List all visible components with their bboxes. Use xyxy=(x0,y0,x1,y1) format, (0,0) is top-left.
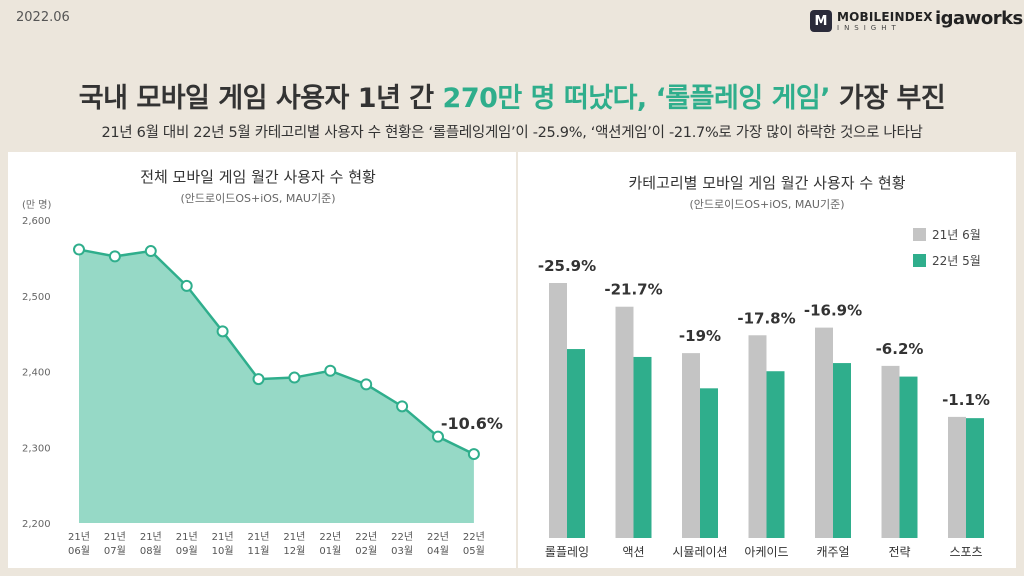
x-tick-label-year: 21년 xyxy=(104,531,126,543)
category-mau-bar-chart: 카테고리별 모바일 게임 월간 사용자 수 현황 (안드로이드OS+iOS, MA… xyxy=(538,174,990,559)
x-tick-label-year: 21년 xyxy=(140,531,162,543)
x-tick-label-year: 22년 xyxy=(463,531,485,543)
x-tick-label-month: 12월 xyxy=(283,545,305,557)
title-part1: 국내 모바일 게임 사용자 1년 간 xyxy=(78,83,443,114)
category-bar xyxy=(881,365,900,538)
x-tick-label-month: 08월 xyxy=(140,545,162,557)
x-tick-label-month: 07월 xyxy=(104,545,126,557)
change-data-label: -19% xyxy=(679,327,721,345)
category-bar xyxy=(748,335,767,538)
change-data-label: -25.9% xyxy=(538,257,596,275)
category-bar xyxy=(549,283,567,538)
y-tick-label: 2,200 xyxy=(22,519,51,530)
report-date: 2022.06 xyxy=(16,10,70,25)
category-bar xyxy=(815,327,833,538)
total-mau-chart-panel: 전체 모바일 게임 월간 사용자 수 현황 (안드로이드OS+iOS, MAU기준… xyxy=(8,152,516,568)
mau-data-point xyxy=(216,325,229,338)
category-tick-label: 스포츠 xyxy=(949,545,982,559)
category-tick-label: 시뮬레이션 xyxy=(672,545,727,559)
mau-data-point xyxy=(288,371,301,384)
mobileindex-logo: M MOBILEINDEX INSIGHT xyxy=(810,10,933,32)
category-bar xyxy=(615,306,634,538)
area-chart-title: 전체 모바일 게임 월간 사용자 수 현황 xyxy=(140,168,376,186)
category-bar xyxy=(966,418,984,538)
x-tick-label-year: 21년 xyxy=(68,531,90,543)
x-tick-label-year: 21년 xyxy=(283,531,305,543)
category-tick-label: 롤플레잉 xyxy=(545,545,589,559)
x-tick-label-year: 21년 xyxy=(212,531,234,543)
x-tick-label-month: 04월 xyxy=(427,545,449,557)
mobileindex-logo-mark: M xyxy=(810,10,832,32)
x-tick-label-year: 21년 xyxy=(248,531,270,543)
bar-chart-title: 카테고리별 모바일 게임 월간 사용자 수 현황 xyxy=(628,174,905,192)
title-highlight: 270만 명 떠났다, ‘롤플레잉 게임’ xyxy=(442,83,831,114)
category-bar xyxy=(567,349,585,538)
x-tick-label-year: 22년 xyxy=(427,531,449,543)
mobileindex-logo-sub: INSIGHT xyxy=(837,23,901,32)
x-tick-label-month: 03월 xyxy=(391,545,413,557)
mau-data-point xyxy=(360,378,373,391)
bar-chart-subtitle: (안드로이드OS+iOS, MAU기준) xyxy=(689,198,844,211)
legend-swatch xyxy=(913,254,926,267)
category-mau-chart-panel: 카테고리별 모바일 게임 월간 사용자 수 현황 (안드로이드OS+iOS, MA… xyxy=(518,152,1016,568)
mau-data-point xyxy=(144,245,157,258)
legend-swatch xyxy=(913,228,926,241)
legend-label: 22년 5월 xyxy=(932,254,981,268)
x-tick-label-month: 05월 xyxy=(463,545,485,557)
x-tick-label-month: 01월 xyxy=(319,545,341,557)
category-tick-label: 캐주얼 xyxy=(816,545,849,559)
mobileindex-logo-text: MOBILEINDEX xyxy=(837,9,933,24)
title-part2: 가장 부진 xyxy=(830,83,946,114)
y-tick-label: 2,300 xyxy=(22,443,51,454)
mau-data-point xyxy=(180,279,193,292)
x-tick-label-year: 22년 xyxy=(391,531,413,543)
total-change-annotation: -10.6% xyxy=(441,414,503,433)
mau-data-point xyxy=(432,430,444,443)
y-tick-label: 2,500 xyxy=(22,292,51,303)
category-bar xyxy=(766,371,785,538)
change-data-label: -16.9% xyxy=(804,302,862,320)
x-tick-label-year: 21년 xyxy=(176,531,198,543)
category-bar xyxy=(633,356,652,538)
x-tick-label-month: 11월 xyxy=(248,545,270,557)
mau-data-point xyxy=(73,243,85,256)
mau-area-fill xyxy=(79,249,474,523)
mau-data-point xyxy=(467,448,480,461)
x-tick-label-month: 06월 xyxy=(68,545,90,557)
total-mau-area-chart: 전체 모바일 게임 월간 사용자 수 현황 (안드로이드OS+iOS, MAU기준… xyxy=(22,168,503,557)
x-tick-label-year: 22년 xyxy=(355,531,377,543)
x-tick-label-year: 22년 xyxy=(319,531,341,543)
change-data-label: -17.8% xyxy=(737,309,795,327)
x-tick-label-month: 02월 xyxy=(355,545,377,557)
x-tick-label-month: 09월 xyxy=(176,545,198,557)
y-tick-label: 2,600 xyxy=(22,216,51,227)
change-data-label: -1.1% xyxy=(942,391,990,409)
mau-data-point xyxy=(324,364,337,377)
category-bar xyxy=(899,376,918,538)
change-data-label: -6.2% xyxy=(876,340,924,358)
y-tick-label: 2,400 xyxy=(22,368,51,379)
category-tick-label: 아케이드 xyxy=(744,545,788,559)
mau-data-point xyxy=(252,373,265,386)
page-subtitle: 21년 6월 대비 22년 5월 카테고리별 사용자 수 현황은 ‘롤플레잉게임… xyxy=(101,125,923,141)
area-chart-subtitle: (안드로이드OS+iOS, MAU기준) xyxy=(180,192,335,205)
mau-data-point xyxy=(108,250,121,263)
mau-data-point xyxy=(396,400,409,413)
igaworks-logo: igaworks xyxy=(935,8,1023,29)
category-bar xyxy=(948,416,966,538)
category-tick-label: 전략 xyxy=(888,545,910,559)
y-axis-unit-label: (만 명) xyxy=(22,199,51,211)
legend-label: 21년 6월 xyxy=(932,228,981,242)
change-data-label: -21.7% xyxy=(604,281,662,299)
page-title: 국내 모바일 게임 사용자 1년 간 270만 명 떠났다, ‘롤플레잉 게임’… xyxy=(0,76,1024,115)
category-bar xyxy=(682,353,700,538)
x-tick-label-month: 10월 xyxy=(212,545,234,557)
category-bar xyxy=(700,388,718,538)
category-bar xyxy=(833,363,851,538)
category-tick-label: 액션 xyxy=(622,545,644,559)
mau-series-line xyxy=(78,248,475,456)
